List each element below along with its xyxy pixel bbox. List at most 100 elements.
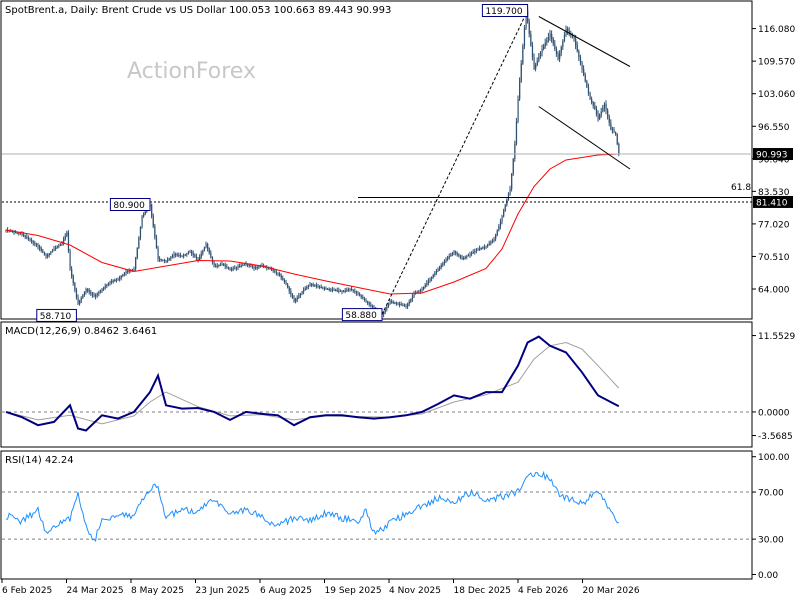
- price-plot: 119.700 80.900 58.710 58.880 61.8: [2, 4, 752, 322]
- candle-body: [517, 99, 519, 122]
- candle-body: [391, 301, 393, 303]
- candle-body: [439, 267, 441, 269]
- y-tick-label: 100.00: [758, 453, 790, 463]
- candle-body: [194, 254, 196, 257]
- current-price-tag-bg: [753, 148, 793, 161]
- rsi-panel[interactable]: RSI(14) 42.24 100.00 70.00 30.00 0.00: [0, 450, 790, 581]
- candle-body: [559, 53, 561, 59]
- candle-body: [453, 251, 455, 253]
- candle-body: [299, 293, 302, 296]
- x-tick-label: 23 Jun 2025: [196, 586, 250, 596]
- macd-panel[interactable]: MACD(12,26,9) 0.8462 3.6461 11.5529 0.000…: [0, 321, 795, 448]
- candle-body: [245, 264, 247, 265]
- candle-body: [551, 34, 553, 39]
- candle-body: [535, 65, 537, 69]
- moving-average-line: [5, 153, 619, 295]
- candle-body: [386, 306, 388, 310]
- candle-body: [338, 290, 340, 292]
- candle-body: [205, 244, 207, 248]
- candle-body: [440, 265, 442, 267]
- candle-body: [616, 134, 618, 145]
- candle-body: [402, 305, 404, 306]
- candle-body: [499, 221, 502, 227]
- candle-body: [363, 298, 366, 300]
- candle-body: [327, 289, 329, 290]
- candle-body: [152, 215, 154, 227]
- candle-body: [171, 255, 174, 257]
- candle-body: [75, 290, 78, 297]
- candle-body: [459, 256, 462, 258]
- candle-body: [259, 266, 262, 267]
- candle-body: [29, 239, 31, 241]
- candle-body: [323, 288, 326, 289]
- candle-body: [456, 253, 458, 255]
- candle-body: [563, 35, 566, 41]
- candle-body: [39, 246, 41, 249]
- candle-body: [63, 239, 65, 243]
- candle-body: [600, 111, 602, 116]
- candle-body: [242, 265, 244, 266]
- x-tick-label: 19 Sep 2025: [325, 586, 382, 596]
- candle-body: [328, 289, 330, 291]
- candle-body: [442, 263, 444, 265]
- y-tick-label: 77.020: [758, 220, 790, 230]
- candle-body: [309, 284, 311, 286]
- candle-body: [123, 273, 126, 275]
- price-annotation-box: [36, 308, 77, 322]
- y-tick-label: 90.040: [758, 155, 790, 165]
- candle-body: [591, 99, 593, 103]
- x-tick-label: 20 Mar 2026: [583, 586, 640, 596]
- price-annotation-label: 58.710: [40, 312, 72, 322]
- channel-upper-line: [538, 16, 631, 67]
- candle-body: [59, 244, 62, 246]
- candle-body: [587, 87, 590, 93]
- candle-body: [47, 255, 49, 257]
- candle-body: [528, 22, 530, 34]
- candle-body: [71, 269, 73, 276]
- candle-body: [331, 289, 334, 291]
- candle-body: [370, 304, 372, 306]
- candle-body: [240, 265, 242, 267]
- x-tick-label: 8 May 2025: [131, 586, 184, 596]
- candle-body: [95, 295, 97, 297]
- candle-body: [613, 130, 615, 133]
- candle-body: [407, 304, 409, 307]
- watermark: ActionForex: [127, 59, 256, 84]
- candle-body: [491, 240, 494, 242]
- candle-body: [10, 230, 12, 232]
- y-tick-label: 103.060: [758, 90, 795, 100]
- candle-body: [495, 234, 497, 239]
- candle-body: [155, 237, 158, 249]
- candle-body: [115, 279, 118, 281]
- candle-body: [432, 275, 434, 277]
- candle-body: [165, 261, 167, 262]
- candle-body: [69, 250, 71, 269]
- y-tick-label: 70.00: [758, 489, 784, 499]
- candle-body: [135, 258, 137, 269]
- candle-body: [122, 274, 124, 276]
- candle-body: [360, 295, 362, 297]
- candle-body: [592, 102, 594, 106]
- candle-body: [85, 289, 87, 292]
- candle-body: [503, 211, 505, 217]
- candle-body: [251, 266, 254, 268]
- candle-body: [117, 279, 119, 280]
- candle-body: [607, 110, 609, 117]
- candle-body: [445, 259, 447, 261]
- candle-body: [144, 211, 146, 215]
- candle-body: [431, 277, 433, 279]
- candle-body: [615, 132, 617, 134]
- candle-body: [11, 231, 14, 233]
- current-price-tag: 90.993: [756, 151, 788, 161]
- candle-body: [307, 285, 310, 287]
- candle-body: [197, 258, 199, 260]
- candle-body: [168, 258, 170, 260]
- price-panel[interactable]: SpotBrent.a, Daily: Brent Crude vs US Do…: [0, 0, 795, 322]
- candle-body: [595, 109, 598, 114]
- candle-body: [200, 253, 202, 257]
- candle-body: [227, 267, 230, 269]
- candle-body: [40, 248, 42, 251]
- candle-body: [477, 249, 479, 250]
